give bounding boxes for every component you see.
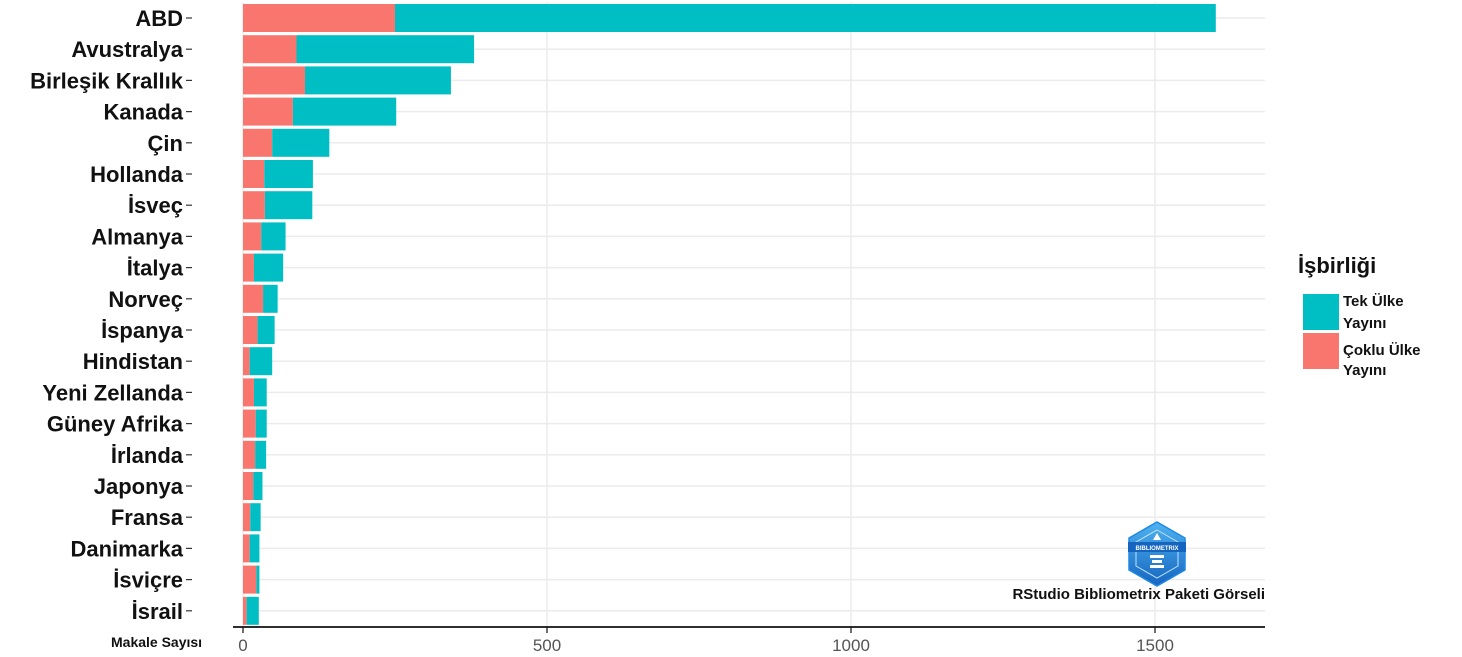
- y-label-8: İtalya: [127, 256, 184, 281]
- x-tick-label-1: 500: [533, 636, 561, 655]
- bar-single-7: [261, 222, 286, 251]
- x-tick-label-3: 1500: [1136, 636, 1174, 655]
- legend-swatch-single: [1303, 294, 1339, 330]
- bar-single-19: [246, 596, 259, 625]
- bar-single-8: [253, 253, 284, 282]
- bar-single-1: [296, 35, 475, 64]
- bibliometrix-logo: BIBLIOMETRIX: [1128, 521, 1186, 587]
- bar-multi-3: [243, 97, 293, 126]
- y-label-14: İrlanda: [111, 443, 184, 468]
- bar-single-9: [263, 284, 278, 313]
- bar-multi-9: [243, 284, 264, 313]
- bar-single-10: [257, 316, 275, 344]
- logo-label: BIBLIOMETRIX: [1136, 546, 1179, 552]
- bar-single-5: [264, 160, 313, 188]
- bar-multi-5: [243, 160, 265, 188]
- bar-multi-6: [243, 191, 265, 220]
- legend-label-single-line2: Yayını: [1343, 315, 1386, 332]
- bar-multi-17: [243, 534, 250, 563]
- caption: RStudio Bibliometrix Paketi Görseli: [1012, 586, 1265, 603]
- bar-single-16: [250, 503, 261, 532]
- x-axis: 0 500 1000 1500: [233, 626, 1265, 655]
- bar-multi-7: [243, 222, 262, 251]
- y-label-12: Yeni Zellanda: [42, 380, 183, 405]
- y-label-0: ABD: [135, 6, 183, 31]
- y-label-18: İsviçre: [113, 568, 183, 593]
- bar-multi-8: [243, 253, 254, 282]
- y-label-6: İsveç: [128, 193, 183, 218]
- bar-multi-14: [243, 440, 256, 469]
- bar-multi-11: [243, 347, 250, 376]
- bar-multi-18: [243, 565, 257, 594]
- bar-single-11: [249, 347, 273, 376]
- bar-single-12: [253, 378, 267, 407]
- legend-swatch-multi: [1303, 333, 1339, 369]
- grid-lines: [242, 2, 1265, 626]
- bar-multi-4: [243, 128, 273, 157]
- bar-single-14: [255, 440, 267, 469]
- y-label-2: Birleşik Krallık: [30, 68, 184, 93]
- y-label-10: İspanya: [101, 318, 184, 343]
- bar-multi-10: [243, 316, 258, 344]
- bar-single-4: [272, 128, 330, 157]
- y-label-7: Almanya: [91, 224, 183, 249]
- y-label-1: Avustralya: [71, 37, 183, 62]
- bar-multi-1: [243, 35, 297, 64]
- y-label-5: Hollanda: [90, 162, 184, 187]
- bar-single-13: [255, 409, 267, 438]
- y-label-3: Kanada: [104, 100, 184, 125]
- y-label-15: Japonya: [94, 474, 184, 499]
- bar-single-3: [292, 97, 397, 126]
- bar-multi-2: [243, 66, 306, 95]
- bar-multi-19: [243, 596, 247, 625]
- legend-label-single-line1: Tek Ülke: [1343, 293, 1404, 310]
- x-axis-title: Makale Sayısı: [111, 634, 202, 650]
- y-label-11: Hindistan: [83, 349, 183, 374]
- y-label-16: Fransa: [111, 505, 184, 530]
- y-axis-labels: ABD Avustralya Birleşik Krallık Kanada Çin Ho…: [30, 6, 192, 624]
- y-label-9: Norveç: [108, 287, 183, 312]
- bar-single-2: [305, 66, 451, 95]
- bar-multi-0: [243, 4, 395, 32]
- bars: [243, 4, 1216, 625]
- y-label-4: Çin: [148, 131, 183, 156]
- x-tick-label-0: 0: [238, 636, 247, 655]
- bar-single-18: [256, 565, 260, 594]
- bar-single-6: [264, 191, 313, 220]
- legend: İşbirliği Tek Ülke Yayını Çoklu Ülke Yay…: [1298, 253, 1421, 379]
- bar-multi-13: [243, 409, 256, 438]
- legend-label-multi-line1: Çoklu Ülke: [1343, 342, 1421, 359]
- bar-multi-15: [243, 472, 254, 500]
- bar-single-15: [253, 472, 263, 500]
- legend-label-multi-line2: Yayını: [1343, 362, 1386, 379]
- bar-multi-16: [243, 503, 251, 532]
- bar-single-17: [249, 534, 260, 563]
- x-tick-label-2: 1000: [832, 636, 870, 655]
- y-label-19: İsrail: [132, 599, 183, 624]
- y-label-13: Güney Afrika: [47, 412, 184, 437]
- legend-title: İşbirliği: [1298, 253, 1376, 278]
- y-label-17: Danimarka: [70, 536, 183, 561]
- bar-single-0: [395, 4, 1216, 32]
- bar-multi-12: [243, 378, 254, 407]
